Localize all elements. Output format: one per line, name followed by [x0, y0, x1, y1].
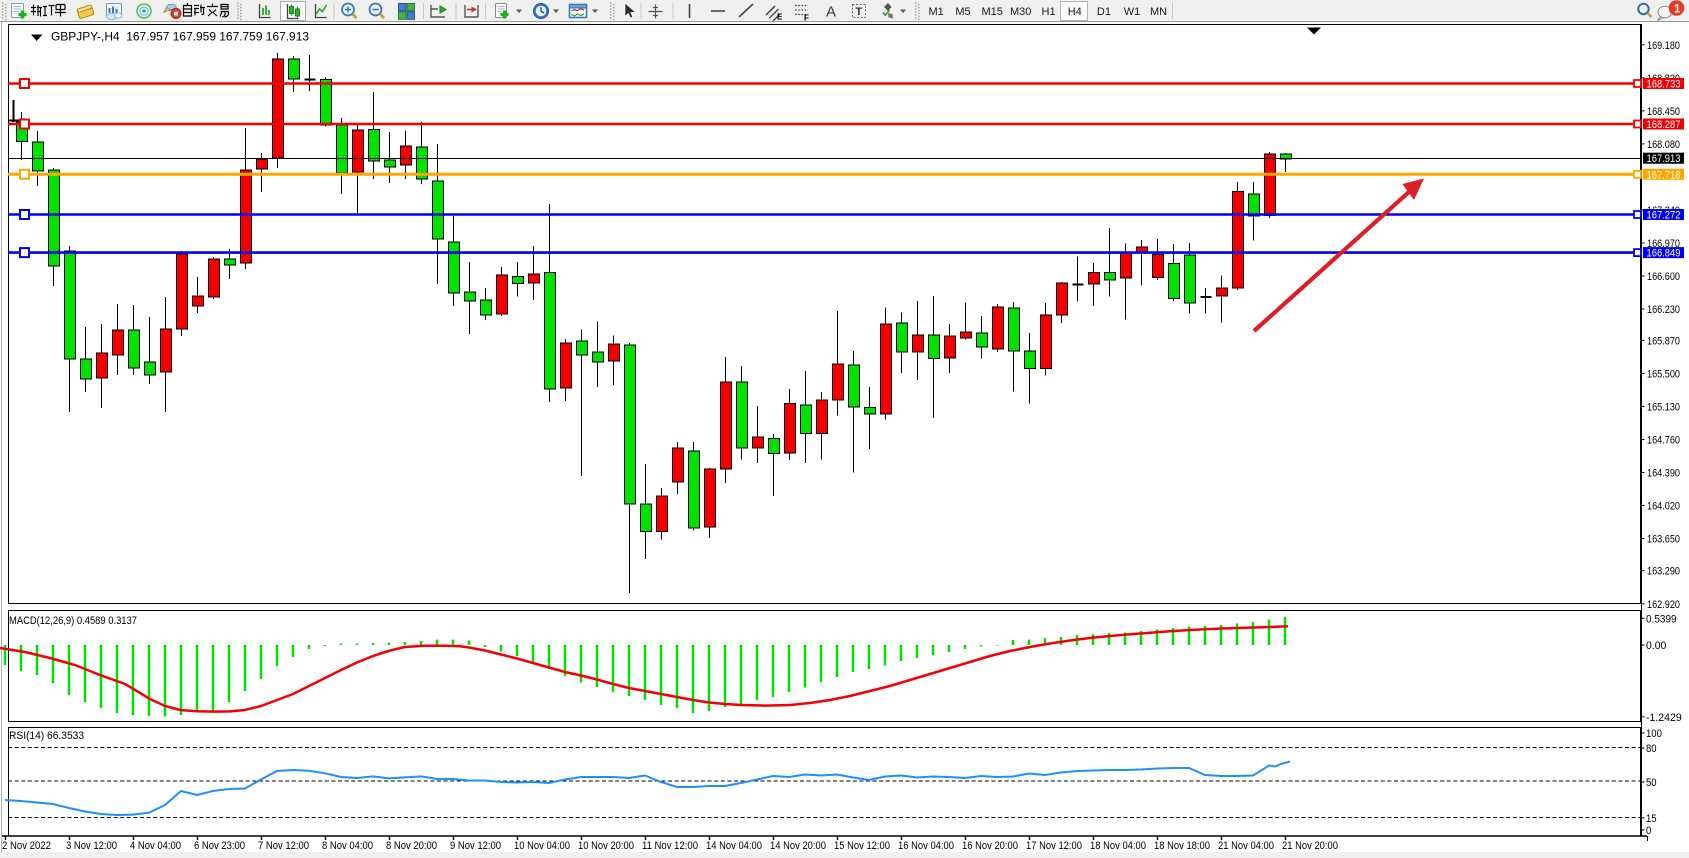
svg-text:163.290: 163.290 [1647, 566, 1680, 578]
svg-text:10 Nov 04:00: 10 Nov 04:00 [514, 840, 570, 852]
svg-text:3 Nov 12:00: 3 Nov 12:00 [66, 840, 117, 852]
svg-text:10 Nov 20:00: 10 Nov 20:00 [578, 840, 634, 852]
svg-text:0.00: 0.00 [1646, 640, 1666, 652]
svg-text:D1: D1 [1097, 6, 1111, 18]
svg-text:RSI(14) 66.3533: RSI(14) 66.3533 [9, 730, 84, 742]
svg-text:9 Nov 12:00: 9 Nov 12:00 [450, 840, 501, 852]
svg-text:M15: M15 [982, 6, 1003, 18]
svg-text:162.920: 162.920 [1647, 599, 1680, 611]
svg-text:165.500: 165.500 [1647, 368, 1680, 380]
svg-text:165.870: 165.870 [1647, 335, 1680, 347]
svg-text:167.913: 167.913 [1647, 153, 1681, 165]
svg-text:168.450: 168.450 [1647, 106, 1680, 118]
svg-text:164.020: 164.020 [1647, 501, 1680, 513]
svg-text:E: E [777, 13, 783, 22]
svg-text:100: 100 [1646, 728, 1662, 740]
svg-text:0.5399: 0.5399 [1646, 613, 1677, 625]
svg-text:167.272: 167.272 [1647, 210, 1681, 222]
svg-text:1: 1 [1674, 3, 1681, 15]
svg-text:21 Nov 20:00: 21 Nov 20:00 [1282, 840, 1338, 852]
svg-text:168.287: 168.287 [1647, 119, 1681, 131]
svg-text:14 Nov 04:00: 14 Nov 04:00 [706, 840, 762, 852]
svg-text:16 Nov 20:00: 16 Nov 20:00 [962, 840, 1018, 852]
svg-text:168.733: 168.733 [1647, 79, 1681, 91]
svg-text:4 Nov 04:00: 4 Nov 04:00 [130, 840, 181, 852]
svg-text:-1.2429: -1.2429 [1646, 712, 1682, 724]
svg-text:169.180: 169.180 [1647, 40, 1680, 52]
svg-text:166.230: 166.230 [1647, 304, 1680, 316]
svg-text:A: A [826, 4, 836, 21]
svg-text:2 Nov 2022: 2 Nov 2022 [2, 840, 51, 852]
svg-text:21 Nov 04:00: 21 Nov 04:00 [1218, 840, 1274, 852]
svg-text:163.650: 163.650 [1647, 534, 1680, 546]
svg-text:16 Nov 04:00: 16 Nov 04:00 [898, 840, 954, 852]
svg-text:15 Nov 12:00: 15 Nov 12:00 [834, 840, 890, 852]
svg-text:0: 0 [1646, 825, 1651, 837]
svg-text:H1: H1 [1042, 6, 1056, 18]
svg-text:M5: M5 [955, 6, 970, 18]
svg-text:168.080: 168.080 [1647, 139, 1680, 151]
svg-text:F: F [804, 14, 809, 23]
svg-text:14 Nov 20:00: 14 Nov 20:00 [770, 840, 826, 852]
svg-text:15: 15 [1646, 813, 1657, 825]
svg-text:166.849: 166.849 [1647, 248, 1681, 260]
svg-text:164.760: 164.760 [1647, 435, 1680, 447]
svg-text:164.390: 164.390 [1647, 468, 1680, 480]
svg-text:165.130: 165.130 [1647, 401, 1680, 413]
svg-text:11 Nov 12:00: 11 Nov 12:00 [642, 840, 698, 852]
svg-text:M1: M1 [929, 6, 944, 18]
svg-text:MACD(12,26,9) 0.4589 0.3137: MACD(12,26,9) 0.4589 0.3137 [9, 615, 137, 627]
svg-text:166.970: 166.970 [1647, 238, 1680, 250]
svg-text:8 Nov 04:00: 8 Nov 04:00 [322, 840, 373, 852]
svg-text:50: 50 [1646, 777, 1657, 789]
svg-text:6 Nov 23:00: 6 Nov 23:00 [194, 840, 245, 852]
svg-text:GBPJPY-,H4 167.957 167.959 16: GBPJPY-,H4 167.957 167.959 167.759 167.9… [51, 30, 309, 44]
svg-text:8 Nov 20:00: 8 Nov 20:00 [386, 840, 437, 852]
svg-text:M30: M30 [1010, 6, 1031, 18]
svg-text:T: T [856, 6, 863, 18]
svg-text:H4: H4 [1068, 6, 1082, 18]
svg-text:18 Nov 18:00: 18 Nov 18:00 [1154, 840, 1210, 852]
svg-text:80: 80 [1646, 743, 1657, 755]
svg-text:18 Nov 04:00: 18 Nov 04:00 [1090, 840, 1146, 852]
svg-text:167.718: 167.718 [1647, 169, 1681, 181]
svg-text:W1: W1 [1124, 6, 1141, 18]
svg-text:7 Nov 12:00: 7 Nov 12:00 [258, 840, 309, 852]
svg-text:17 Nov 12:00: 17 Nov 12:00 [1026, 840, 1082, 852]
svg-text:166.600: 166.600 [1647, 271, 1680, 283]
svg-text:MN: MN [1150, 6, 1167, 18]
